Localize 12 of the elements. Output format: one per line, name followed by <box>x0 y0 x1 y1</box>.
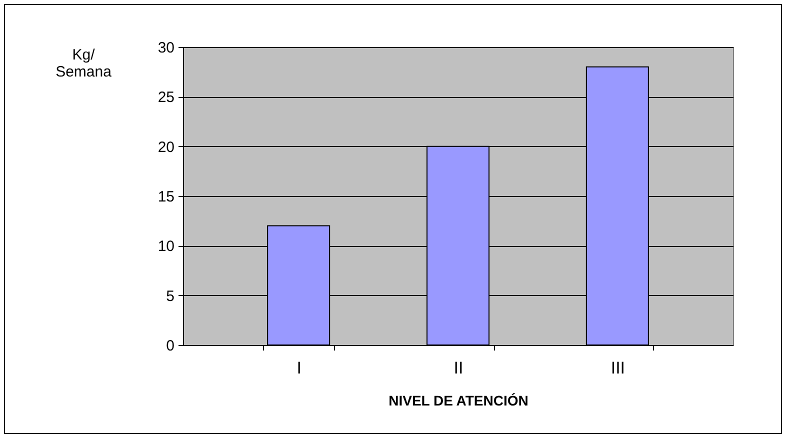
y-axis-title: Kg/ Semana <box>56 46 112 80</box>
x-axis-title: NIVEL DE ATENCIÓN <box>388 392 528 408</box>
y-tick-label: 25 <box>158 89 174 106</box>
x-tick-label: III <box>610 358 626 378</box>
x-tick-label: II <box>454 358 464 378</box>
y-tick-label: 10 <box>158 238 174 256</box>
y-tick-label: 0 <box>166 338 174 354</box>
y-tick-label: 5 <box>166 288 174 305</box>
y-tick-label: 15 <box>158 188 174 206</box>
y-tick-label: 30 <box>158 40 174 56</box>
y-tick-label: 20 <box>158 138 174 156</box>
x-tick-label: I <box>296 358 302 378</box>
